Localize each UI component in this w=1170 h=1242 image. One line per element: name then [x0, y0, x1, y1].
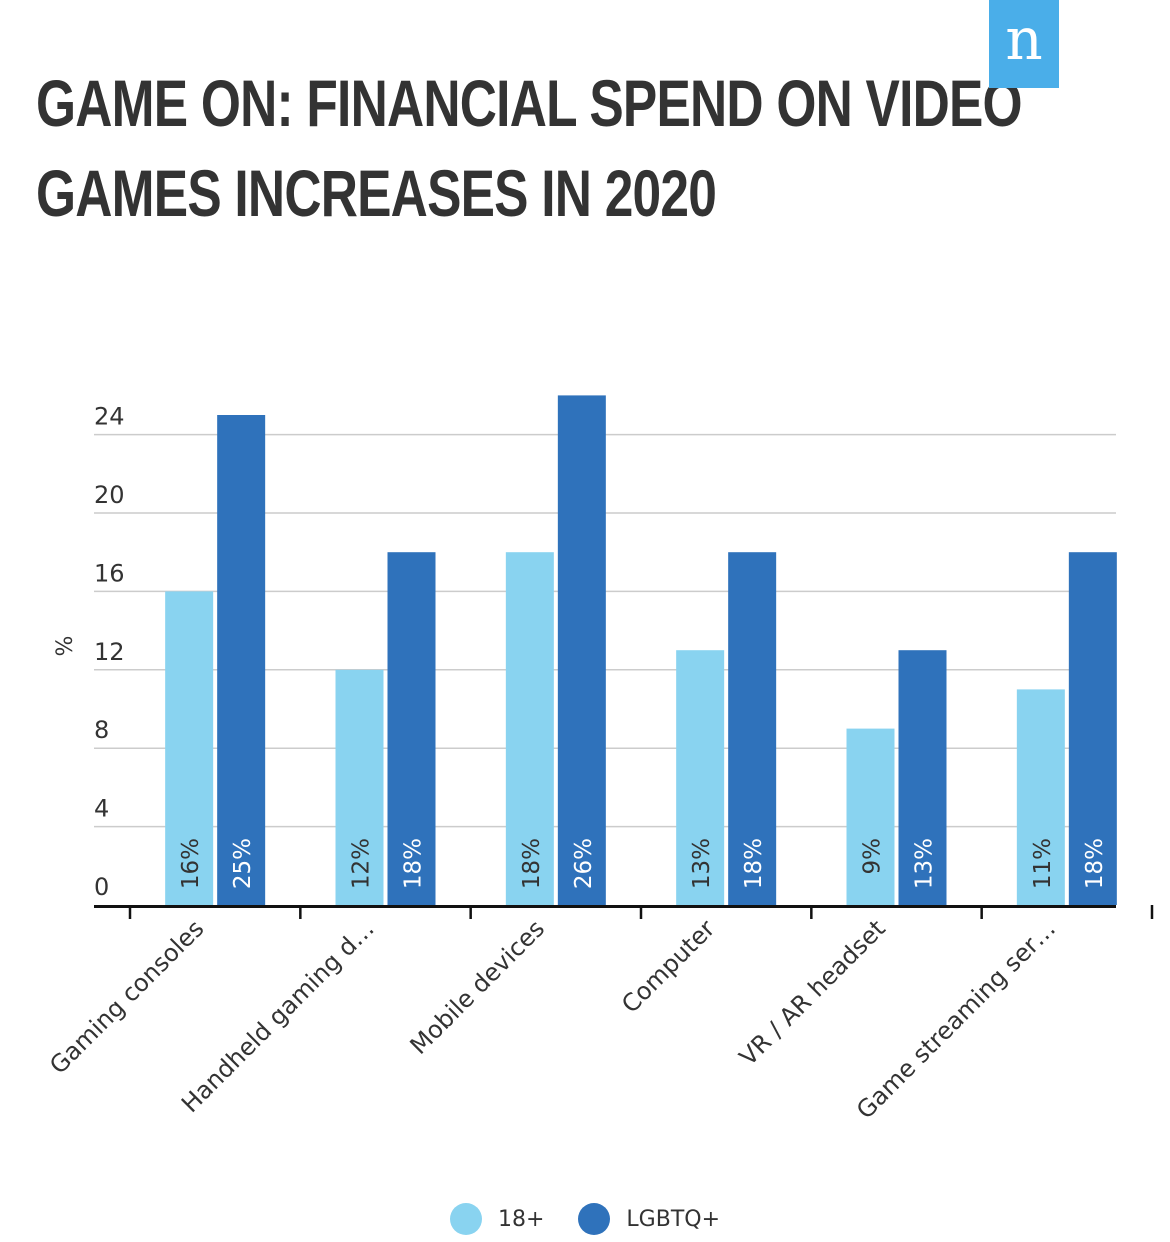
x-axis [94, 905, 1154, 919]
legend-item-18plus: 18+ [449, 1203, 545, 1235]
bar-lgbtq [728, 552, 777, 905]
y-tick-label: 24 [94, 403, 125, 431]
bar-value-label: 26% [571, 838, 597, 889]
legend-item-lgbtq: LGBTQ+ [578, 1203, 720, 1235]
x-tick-label: Computer [616, 914, 720, 1018]
bar-18plus [1016, 689, 1065, 905]
y-axis-ticks: 0 4 8 12 16 20 24 [94, 403, 125, 901]
bar-lgbtq [557, 395, 606, 905]
x-tick-label: Game streaming ser… [851, 914, 1061, 1124]
bar-value-label: 13% [689, 838, 715, 889]
bar-lgbtq [217, 415, 266, 905]
bar-lgbtq [387, 552, 436, 905]
bar-value-label: 9% [860, 838, 886, 875]
bar-value-label: 25% [230, 838, 256, 889]
bars: 16% 25% 12% 18% 18% 26% 13% 18% 9% 13% 11% 18% [165, 395, 1117, 905]
bar-value-label: 16% [178, 838, 204, 889]
x-tick-label: VR / AR headset [734, 914, 891, 1071]
bar-lgbtq [898, 650, 947, 905]
y-tick-label: 20 [94, 481, 125, 509]
bar-18plus [676, 650, 725, 905]
bar-value-label: 11% [1030, 838, 1056, 889]
legend-swatch-18plus [449, 1203, 482, 1235]
brand-logo: n [989, 0, 1059, 88]
bar-18plus [846, 728, 895, 905]
bar-18plus [335, 669, 384, 905]
bar-value-label: 18% [1082, 838, 1108, 889]
bar-18plus [165, 591, 214, 905]
chart-title-line-2: GAMES INCREASES IN 2020 [36, 156, 717, 230]
x-tick-label: Gaming consoles [44, 914, 209, 1079]
bar-value-label: 13% [912, 838, 938, 889]
x-tick-label: Mobile devices [405, 914, 550, 1059]
y-tick-label: 0 [94, 873, 109, 901]
bar-value-label: 12% [349, 838, 375, 889]
y-tick-label: 8 [94, 716, 109, 744]
bar-value-label: 18% [519, 838, 545, 889]
bar-value-label: 18% [741, 838, 767, 889]
bar-18plus [505, 552, 554, 905]
y-tick-label: 12 [94, 638, 125, 666]
chart-legend: 18+ LGBTQ+ [0, 1196, 1170, 1242]
x-tick-label: Handheld gaming d… [176, 914, 380, 1118]
bar-value-label: 18% [401, 838, 427, 889]
legend-label-lgbtq: LGBTQ+ [626, 1206, 721, 1232]
y-tick-label: 4 [94, 795, 109, 823]
legend-label-18plus: 18+ [497, 1206, 545, 1232]
bar-lgbtq [1068, 552, 1117, 905]
y-tick-label: 16 [94, 559, 125, 587]
y-axis-label: % [53, 636, 78, 657]
legend-swatch-lgbtq [578, 1203, 611, 1235]
